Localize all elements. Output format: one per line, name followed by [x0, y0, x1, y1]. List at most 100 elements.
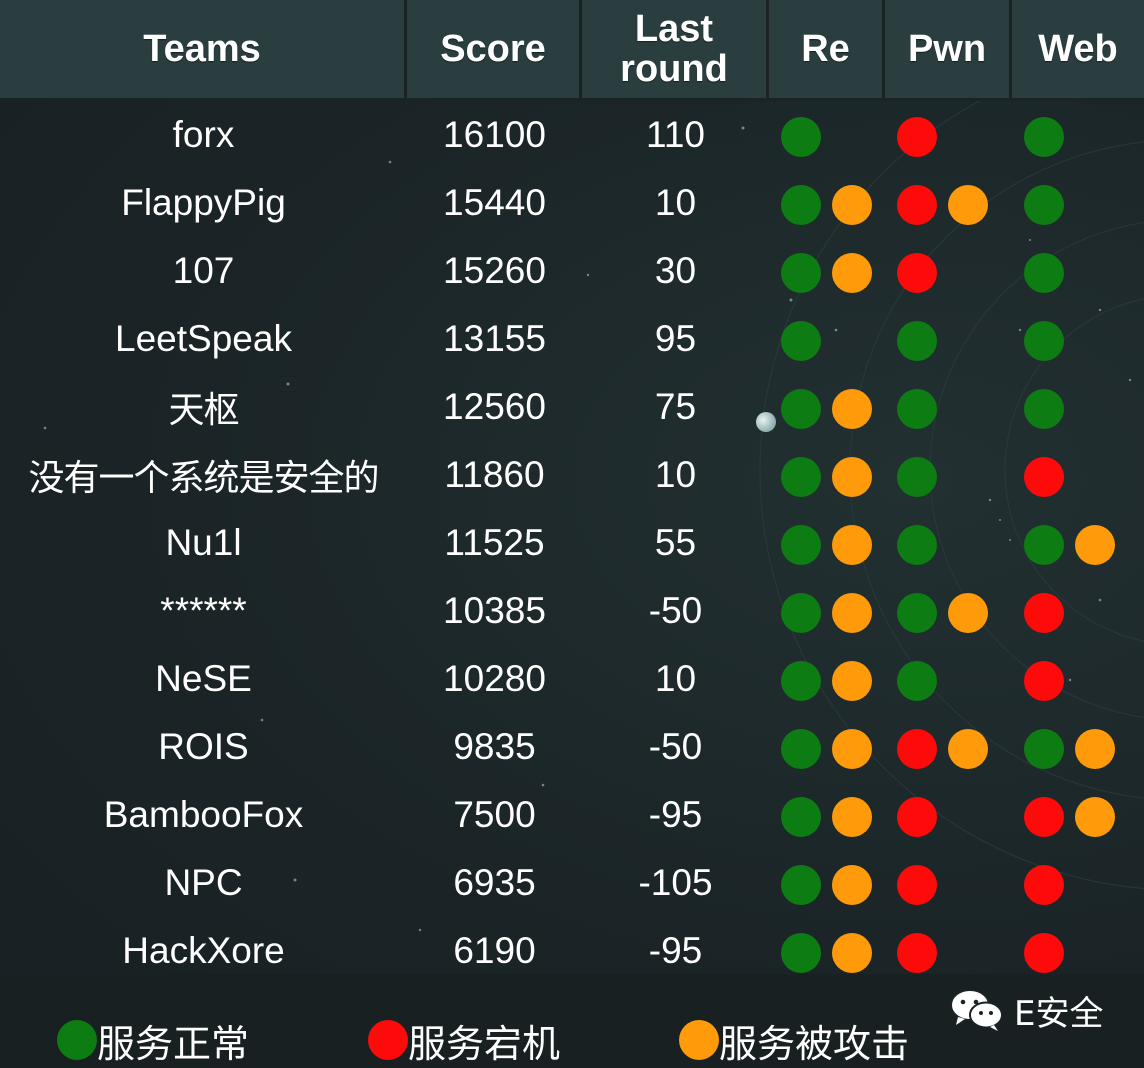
last-round-score: -95 — [648, 794, 703, 835]
table-row[interactable]: FlappyPig 15440 10 — [0, 169, 1144, 237]
status-ok-icon — [781, 320, 821, 361]
header-pwn[interactable]: Pwn — [885, 0, 1012, 101]
status-attacked-icon — [832, 184, 872, 225]
header-web[interactable]: Web — [1012, 0, 1144, 101]
status-down-icon — [1024, 456, 1064, 497]
re-status — [769, 645, 885, 713]
status-attacked-icon — [832, 864, 872, 905]
status-ok-icon — [1024, 252, 1064, 293]
team-score: 6935 — [453, 862, 536, 903]
re-status — [769, 101, 885, 169]
team-score: 15440 — [443, 182, 546, 223]
team-name: forx — [172, 114, 235, 155]
last-round-score: 95 — [654, 318, 697, 359]
web-status — [1012, 509, 1144, 577]
status-down-icon — [897, 728, 937, 769]
team-score: 11860 — [444, 454, 545, 495]
status-ok-icon — [781, 524, 821, 565]
re-status — [769, 849, 885, 917]
status-down-icon — [368, 1020, 408, 1060]
team-name: LeetSpeak — [115, 318, 292, 359]
re-status — [769, 781, 885, 849]
status-down-icon — [1024, 932, 1064, 973]
table-row[interactable]: BambooFox 7500 -95 — [0, 781, 1144, 849]
last-round-score: 30 — [654, 250, 697, 291]
status-ok-icon — [781, 388, 821, 429]
pwn-status — [885, 645, 1012, 713]
scoreboard-rows: forx 16100 110 FlappyPig 15440 10 107 15260 30 Le… — [0, 101, 1144, 985]
status-ok-icon — [1024, 524, 1064, 565]
table-row[interactable]: LeetSpeak 13155 95 — [0, 305, 1144, 373]
table-row[interactable]: 没有一个系统是安全的 11860 10 — [0, 441, 1144, 509]
table-row[interactable]: 天枢 12560 75 — [0, 373, 1144, 441]
pwn-status — [885, 237, 1012, 305]
status-ok-icon — [1024, 728, 1064, 769]
status-down-icon — [1024, 592, 1064, 633]
pwn-status — [885, 373, 1012, 441]
team-name: 没有一个系统是安全的 — [28, 458, 379, 499]
team-name: NeSE — [155, 658, 252, 699]
watermark: E安全 — [948, 986, 1103, 1034]
last-round-score: 10 — [654, 182, 697, 223]
re-status — [769, 373, 885, 441]
status-attacked-icon — [1075, 796, 1115, 837]
table-row[interactable]: forx 16100 110 — [0, 101, 1144, 169]
status-attacked-icon — [832, 932, 872, 973]
re-status — [769, 441, 885, 509]
web-status — [1012, 101, 1144, 169]
web-status — [1012, 781, 1144, 849]
web-status — [1012, 849, 1144, 917]
web-status — [1012, 373, 1144, 441]
last-round-score: -50 — [648, 590, 703, 631]
team-name: FlappyPig — [121, 182, 286, 223]
header-teams[interactable]: Teams — [0, 0, 407, 101]
table-row[interactable]: ****** 10385 -50 — [0, 577, 1144, 645]
re-status — [769, 169, 885, 237]
pwn-status — [885, 509, 1012, 577]
table-row[interactable]: ROIS 9835 -50 — [0, 713, 1144, 781]
pwn-status — [885, 169, 1012, 237]
table-row[interactable]: Nu1l 11525 55 — [0, 509, 1144, 577]
web-status — [1012, 577, 1144, 645]
team-name: HackXore — [122, 930, 285, 971]
table-row[interactable]: HackXore 6190 -95 — [0, 917, 1144, 985]
status-ok-icon — [1024, 184, 1064, 225]
pwn-status — [885, 917, 1012, 985]
status-attacked-icon — [832, 388, 872, 429]
status-down-icon — [897, 864, 937, 905]
team-name: BambooFox — [103, 794, 304, 835]
pwn-status — [885, 441, 1012, 509]
last-round-score: 10 — [654, 454, 697, 495]
status-ok-icon — [897, 660, 937, 701]
watermark-text: E安全 — [1014, 993, 1104, 1034]
header-last-round-line2: round — [620, 48, 728, 90]
team-name: 天枢 — [168, 390, 239, 431]
wechat-icon — [950, 989, 1003, 1031]
status-attacked-icon — [948, 592, 988, 633]
team-score: 10280 — [443, 658, 546, 699]
table-row[interactable]: NeSE 10280 10 — [0, 645, 1144, 713]
status-attacked-icon — [832, 796, 872, 837]
header-re[interactable]: Re — [769, 0, 885, 101]
status-ok-icon — [897, 320, 937, 361]
header-last-round[interactable]: Last round — [582, 0, 769, 101]
header-row: Teams Score Last round Re Pwn Web — [0, 0, 1144, 101]
team-name: Nu1l — [165, 522, 242, 563]
status-ok-icon — [781, 456, 821, 497]
legend-ok: 服务正常 — [57, 1016, 249, 1066]
status-attacked-icon — [832, 728, 872, 769]
legend-down-label: 服务宕机 — [408, 1021, 561, 1066]
pwn-status — [885, 577, 1012, 645]
table-row[interactable]: 107 15260 30 — [0, 237, 1144, 305]
header-score[interactable]: Score — [407, 0, 582, 101]
status-attacked-icon — [1075, 728, 1115, 769]
last-round-score: -50 — [648, 726, 703, 767]
pwn-status — [885, 849, 1012, 917]
status-ok-icon — [897, 456, 937, 497]
re-status — [769, 577, 885, 645]
table-row[interactable]: NPC 6935 -105 — [0, 849, 1144, 917]
web-status — [1012, 645, 1144, 713]
last-round-score: 110 — [646, 114, 705, 155]
status-down-icon — [897, 252, 937, 293]
